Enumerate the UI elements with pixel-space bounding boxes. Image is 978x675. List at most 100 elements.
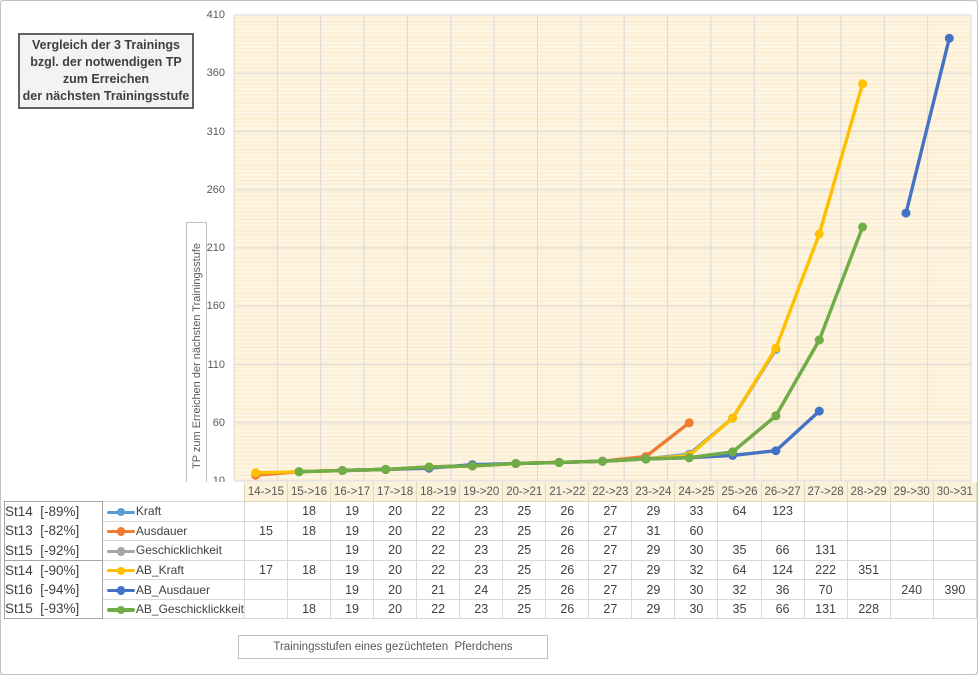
value-cell[interactable]: 18 bbox=[286, 501, 332, 522]
value-cell[interactable]: 29 bbox=[631, 598, 676, 620]
value-cell[interactable]: 60 bbox=[674, 520, 719, 542]
category-header-cell[interactable]: 28->29 bbox=[846, 482, 891, 503]
value-cell[interactable]: 35 bbox=[717, 540, 762, 561]
value-cell[interactable] bbox=[846, 579, 891, 600]
value-cell[interactable]: 19 bbox=[330, 559, 375, 581]
value-cell[interactable]: 27 bbox=[588, 540, 633, 561]
value-cell[interactable]: 26 bbox=[545, 579, 590, 600]
category-header-cell[interactable]: 23->24 bbox=[631, 482, 676, 503]
value-cell[interactable]: 25 bbox=[502, 598, 547, 620]
value-cell[interactable]: 131 bbox=[803, 540, 848, 561]
value-cell[interactable]: 19 bbox=[330, 579, 375, 600]
value-cell[interactable]: 20 bbox=[373, 598, 418, 620]
value-cell[interactable]: 123 bbox=[760, 501, 805, 522]
value-cell[interactable]: 66 bbox=[760, 540, 805, 561]
category-header-cell[interactable]: 29->30 bbox=[889, 482, 934, 503]
value-cell[interactable]: 25 bbox=[502, 540, 547, 561]
value-cell[interactable]: 19 bbox=[330, 501, 375, 522]
category-header-cell[interactable]: 17->18 bbox=[373, 482, 418, 503]
value-cell[interactable]: 27 bbox=[588, 598, 633, 620]
value-cell[interactable]: 29 bbox=[631, 579, 676, 600]
value-cell[interactable]: 26 bbox=[545, 501, 590, 522]
value-cell[interactable]: 22 bbox=[416, 598, 461, 620]
value-cell[interactable]: 29 bbox=[631, 559, 676, 581]
value-cell[interactable]: 22 bbox=[416, 540, 461, 561]
value-cell[interactable]: 20 bbox=[373, 501, 418, 522]
value-cell[interactable]: 228 bbox=[846, 598, 891, 620]
value-cell[interactable]: 222 bbox=[803, 559, 848, 581]
stage-label-cell[interactable]: St14 [-90%] bbox=[4, 559, 103, 580]
stage-label-cell[interactable]: St13 [-82%] bbox=[4, 521, 103, 541]
category-header-cell[interactable]: 26->27 bbox=[760, 482, 805, 503]
value-cell[interactable] bbox=[803, 501, 848, 522]
category-header-cell[interactable]: 15->16 bbox=[286, 482, 332, 503]
value-cell[interactable]: 131 bbox=[803, 598, 848, 620]
value-cell[interactable]: 17 bbox=[243, 559, 289, 581]
category-header-cell[interactable]: 19->20 bbox=[459, 482, 504, 503]
value-cell[interactable] bbox=[932, 520, 977, 542]
value-cell[interactable]: 19 bbox=[330, 540, 375, 561]
legend-cell-Kraft[interactable]: Kraft bbox=[101, 501, 245, 522]
value-cell[interactable]: 15 bbox=[243, 520, 289, 542]
value-cell[interactable] bbox=[932, 559, 977, 581]
value-cell[interactable] bbox=[717, 520, 762, 542]
value-cell[interactable]: 18 bbox=[286, 520, 332, 542]
value-cell[interactable]: 33 bbox=[674, 501, 719, 522]
value-cell[interactable]: 20 bbox=[373, 520, 418, 542]
value-cell[interactable]: 23 bbox=[459, 520, 504, 542]
value-cell[interactable]: 22 bbox=[416, 520, 461, 542]
value-cell[interactable] bbox=[846, 540, 891, 561]
value-cell[interactable]: 30 bbox=[674, 598, 719, 620]
value-cell[interactable] bbox=[889, 520, 934, 542]
value-cell[interactable]: 23 bbox=[459, 559, 504, 581]
value-cell[interactable]: 70 bbox=[803, 579, 848, 600]
stage-label-cell[interactable]: St16 [-94%] bbox=[4, 579, 103, 600]
value-cell[interactable]: 22 bbox=[416, 501, 461, 522]
category-header-cell[interactable]: 27->28 bbox=[803, 482, 848, 503]
value-cell[interactable]: 20 bbox=[373, 579, 418, 600]
value-cell[interactable]: 23 bbox=[459, 501, 504, 522]
value-cell[interactable]: 25 bbox=[502, 559, 547, 581]
stage-label-cell[interactable]: St15 [-93%] bbox=[4, 599, 103, 620]
value-cell[interactable]: 124 bbox=[760, 559, 805, 581]
value-cell[interactable] bbox=[760, 520, 805, 542]
value-cell[interactable] bbox=[803, 520, 848, 542]
value-cell[interactable]: 20 bbox=[373, 540, 418, 561]
value-cell[interactable]: 36 bbox=[760, 579, 805, 600]
category-header-cell[interactable]: 24->25 bbox=[674, 482, 719, 503]
value-cell[interactable] bbox=[932, 501, 977, 522]
legend-cell-AB_Ausdauer[interactable]: AB_Ausdauer bbox=[101, 579, 245, 600]
value-cell[interactable]: 19 bbox=[330, 520, 375, 542]
value-cell[interactable]: 22 bbox=[416, 559, 461, 581]
value-cell[interactable]: 19 bbox=[330, 598, 375, 620]
value-cell[interactable]: 26 bbox=[545, 520, 590, 542]
value-cell[interactable] bbox=[286, 579, 332, 600]
category-header-cell[interactable]: 21->22 bbox=[545, 482, 590, 503]
value-cell[interactable]: 26 bbox=[545, 598, 590, 620]
value-cell[interactable]: 30 bbox=[674, 540, 719, 561]
value-cell[interactable] bbox=[889, 559, 934, 581]
value-cell[interactable]: 27 bbox=[588, 520, 633, 542]
value-cell[interactable] bbox=[243, 540, 289, 561]
value-cell[interactable] bbox=[889, 540, 934, 561]
value-cell[interactable]: 66 bbox=[760, 598, 805, 620]
value-cell[interactable] bbox=[846, 520, 891, 542]
value-cell[interactable]: 32 bbox=[674, 559, 719, 581]
value-cell[interactable] bbox=[286, 540, 332, 561]
legend-cell-Geschicklichkeit[interactable]: Geschicklichkeit bbox=[101, 540, 245, 561]
value-cell[interactable]: 23 bbox=[459, 598, 504, 620]
value-cell[interactable]: 24 bbox=[459, 579, 504, 600]
category-header-cell[interactable]: 18->19 bbox=[416, 482, 461, 503]
value-cell[interactable]: 390 bbox=[932, 579, 977, 600]
value-cell[interactable]: 25 bbox=[502, 579, 547, 600]
value-cell[interactable]: 31 bbox=[631, 520, 676, 542]
category-header-cell[interactable]: 16->17 bbox=[330, 482, 375, 503]
value-cell[interactable]: 18 bbox=[286, 598, 332, 620]
value-cell[interactable] bbox=[889, 501, 934, 522]
value-cell[interactable]: 25 bbox=[502, 520, 547, 542]
value-cell[interactable] bbox=[243, 598, 289, 620]
value-cell[interactable]: 29 bbox=[631, 540, 676, 561]
stage-label-cell[interactable]: St15 [-92%] bbox=[4, 540, 103, 561]
value-cell[interactable]: 27 bbox=[588, 501, 633, 522]
legend-cell-AB_Geschicklickkeit[interactable]: AB_Geschicklickkeit bbox=[101, 598, 245, 620]
